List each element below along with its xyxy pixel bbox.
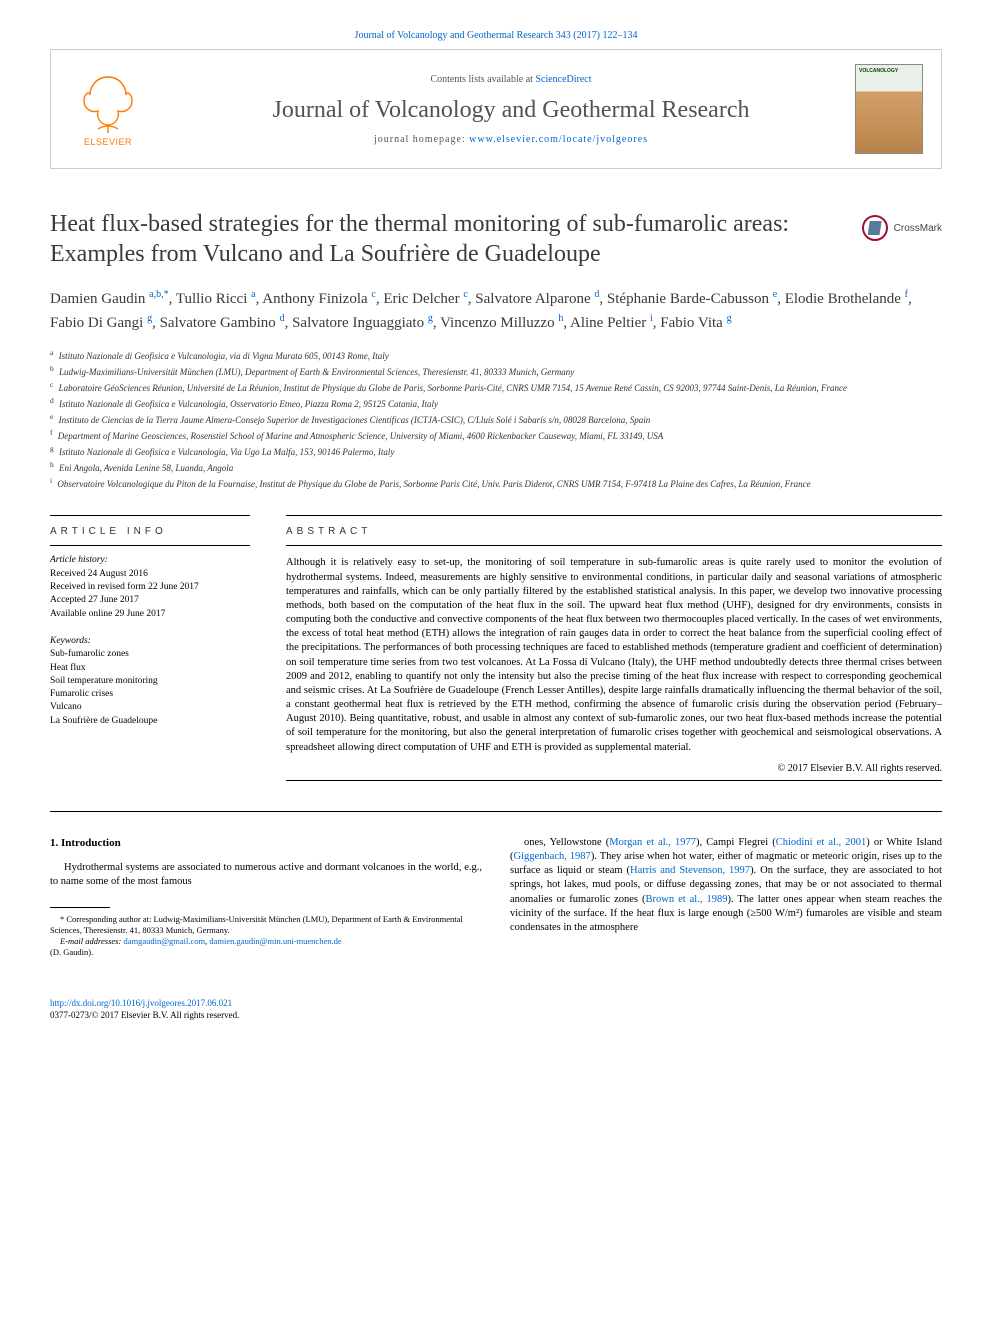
contents-line: Contents lists available at ScienceDirec… [167,74,855,85]
intro-para-right: ones, Yellowstone (Morgan et al., 1977),… [510,836,942,935]
cover-title: VOLCANOLOGY [859,68,919,74]
journal-cover-thumbnail: VOLCANOLOGY [855,64,923,154]
intro-para-left: Hydrothermal systems are associated to n… [50,861,482,889]
keyword-item: Vulcano [50,701,250,714]
email-line: E-mail addresses: damgaudin@gmail.com, d… [50,936,482,947]
page-footer: http://dx.doi.org/10.1016/j.jvolgeores.2… [50,998,942,1021]
article-info-column: article info Article history: Received 2… [50,515,250,780]
abstract-rule-bottom [286,780,942,781]
citation-link[interactable]: Giggenbach, 1987 [514,851,591,862]
elsevier-label: ELSEVIER [84,137,132,147]
affiliation-item: f Department of Marine Geosciences, Rose… [50,428,942,443]
keyword-item: Fumarolic crises [50,688,250,701]
footnotes: * Corresponding author at: Ludwig-Maximi… [50,914,482,958]
history-line: Accepted 27 June 2017 [50,594,250,607]
email-label: E-mail addresses: [60,936,123,946]
corresponding-author-note: * Corresponding author at: Ludwig-Maximi… [50,914,482,936]
article-title: Heat flux-based strategies for the therm… [50,209,842,269]
affiliation-item: h Eni Angola, Avenida Lenine 58, Luanda,… [50,460,942,475]
affiliation-list: a Istituto Nazionale di Geofisica e Vulc… [50,348,942,491]
affiliation-item: i Observatoire Volcanologique du Piton d… [50,476,942,491]
crossmark-label: CrossMark [894,223,942,234]
issn-copyright: 0377-0273/© 2017 Elsevier B.V. All right… [50,1010,239,1020]
affiliation-item: b Ludwig-Maximilians-Universität München… [50,364,942,379]
crossmark-icon [862,215,888,241]
journal-name: Journal of Volcanology and Geothermal Re… [167,97,855,124]
history-line: Available online 29 June 2017 [50,608,250,621]
abstract-text: Although it is relatively easy to set-up… [286,546,942,754]
email-link-2[interactable]: damien.gaudin@min.uni-muenchen.de [209,936,341,946]
keyword-item: Heat flux [50,662,250,675]
history-label: Article history: [50,554,250,567]
citation-link[interactable]: Brown et al., 1989 [646,894,728,905]
email-link-1[interactable]: damgaudin@gmail.com [123,936,205,946]
body-separator [50,811,942,812]
abstract-copyright: © 2017 Elsevier B.V. All rights reserved… [286,763,942,774]
abstract-column: abstract Although it is relatively easy … [286,515,942,780]
body-column-right: ones, Yellowstone (Morgan et al., 1977),… [510,836,942,958]
affiliation-item: g Istituto Nazionale di Geofisica e Vulc… [50,444,942,459]
doi-link[interactable]: http://dx.doi.org/10.1016/j.jvolgeores.2… [50,998,232,1008]
crossmark-badge[interactable]: CrossMark [862,215,942,241]
journal-header: ELSEVIER Contents lists available at Sci… [50,49,942,169]
history-line: Received in revised form 22 June 2017 [50,581,250,594]
article-info-heading: article info [50,516,250,545]
affiliation-item: a Istituto Nazionale di Geofisica e Vulc… [50,348,942,363]
citation-link[interactable]: Morgan et al., 1977 [609,837,696,848]
author-list: Damien Gaudin a,b,*, Tullio Ricci a, Ant… [50,287,942,334]
body-columns: 1. Introduction Hydrothermal systems are… [50,836,942,958]
keyword-item: Soil temperature monitoring [50,675,250,688]
email-author-name: (D. Gaudin). [50,947,482,958]
affiliation-item: d Istituto Nazionale di Geofisica e Vulc… [50,396,942,411]
contents-prefix: Contents lists available at [430,74,535,85]
article-history-block: Article history: Received 24 August 2016… [50,546,250,620]
keywords-label: Keywords: [50,635,250,648]
intro-heading: 1. Introduction [50,836,482,851]
journal-reference: Journal of Volcanology and Geothermal Re… [50,30,942,41]
title-row: Heat flux-based strategies for the therm… [50,209,942,269]
info-abstract-row: article info Article history: Received 2… [50,515,942,780]
keyword-item: Sub-fumarolic zones [50,648,250,661]
footnote-rule [50,907,110,908]
history-line: Received 24 August 2016 [50,568,250,581]
abstract-heading: abstract [286,516,942,545]
citation-link[interactable]: Harris and Stevenson, 1997 [630,865,750,876]
keyword-item: La Soufrière de Guadeloupe [50,715,250,728]
sciencedirect-link[interactable]: ScienceDirect [535,74,591,85]
body-column-left: 1. Introduction Hydrothermal systems are… [50,836,482,958]
keywords-block: Keywords: Sub-fumarolic zonesHeat fluxSo… [50,635,250,728]
citation-link[interactable]: Chiodini et al., 2001 [776,837,867,848]
homepage-link[interactable]: www.elsevier.com/locate/jvolgeores [469,134,648,145]
affiliation-item: e Instituto de Ciencias de la Tierra Jau… [50,412,942,427]
elsevier-logo: ELSEVIER [69,65,147,153]
elsevier-tree-icon [76,71,140,135]
homepage-line: journal homepage: www.elsevier.com/locat… [167,134,855,145]
journal-reference-link[interactable]: Journal of Volcanology and Geothermal Re… [355,30,638,41]
homepage-prefix: journal homepage: [374,134,469,145]
header-center: Contents lists available at ScienceDirec… [167,74,855,145]
affiliation-item: c Laboratoire GéoSciences Réunion, Unive… [50,380,942,395]
